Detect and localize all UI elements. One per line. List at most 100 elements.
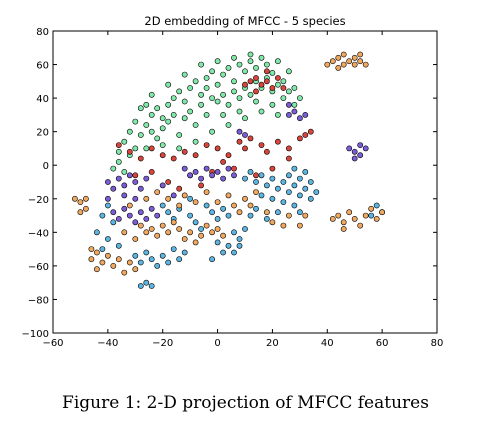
scatter-point <box>126 148 133 155</box>
scatter-point <box>302 132 309 138</box>
scatter-point <box>274 209 281 216</box>
scatter-point <box>110 165 117 172</box>
scatter-point <box>154 262 161 269</box>
scatter-point <box>368 212 375 219</box>
scatter-point <box>242 175 248 182</box>
scatter-point <box>362 61 369 68</box>
scatter-point <box>192 239 199 246</box>
scatter-point <box>148 226 155 232</box>
scatter-point <box>231 165 237 172</box>
scatter-point <box>231 229 237 236</box>
scatter-point <box>198 61 204 68</box>
x-tick-label: 20 <box>266 338 279 349</box>
scatter-point <box>340 51 347 58</box>
scatter-point <box>225 212 232 219</box>
scatter-point <box>291 202 298 209</box>
x-tick-label: 60 <box>376 338 389 349</box>
scatter-point <box>143 101 150 108</box>
scatter-point <box>115 148 122 155</box>
scatter-point <box>285 189 292 195</box>
scatter-point <box>329 215 336 222</box>
scatter-point <box>242 115 248 122</box>
scatter-point <box>132 195 139 202</box>
scatter-point <box>253 65 259 71</box>
scatter-point <box>176 256 183 263</box>
scatter-point <box>187 85 193 91</box>
scatter-point <box>258 108 265 115</box>
scatter-point <box>176 226 183 232</box>
scatter-point <box>280 95 287 101</box>
scatter-point <box>148 112 155 118</box>
scatter-point <box>192 168 199 175</box>
scatter-point <box>274 58 281 65</box>
scatter-point <box>351 215 358 222</box>
scatter-point <box>105 252 111 259</box>
scatter-point <box>137 132 144 138</box>
scatter-point <box>263 78 270 85</box>
scatter-point <box>307 128 314 135</box>
scatter-point <box>236 95 243 101</box>
scatter-point <box>181 249 188 256</box>
scatter-point <box>225 122 232 128</box>
scatter-point <box>115 242 122 249</box>
scatter-point <box>148 91 155 98</box>
scatter-point <box>269 70 276 76</box>
scatter-point <box>225 165 232 172</box>
scatter-point <box>220 71 226 78</box>
scatter-point <box>203 112 210 118</box>
scatter-point <box>263 209 270 216</box>
scatter-point <box>291 101 298 108</box>
scatter-point <box>214 81 221 88</box>
scatter-point <box>132 118 139 125</box>
scatter-point <box>362 145 369 152</box>
scatter-point <box>335 65 342 71</box>
scatter-point <box>143 279 150 286</box>
scatter-point <box>209 256 215 263</box>
scatter-point <box>357 152 364 159</box>
scatter-point <box>105 202 111 209</box>
scatter-point <box>170 246 177 252</box>
y-tick-label: 20 <box>36 128 49 139</box>
scatter-point <box>231 249 237 256</box>
y-tick-label: −80 <box>28 295 49 306</box>
scatter-point <box>269 101 276 108</box>
scatter-point <box>165 229 172 236</box>
y-tick-label: 40 <box>36 94 49 105</box>
scatter-point <box>159 222 166 229</box>
scatter-point <box>313 189 320 195</box>
x-tick-label: −40 <box>97 338 118 349</box>
scatter-point <box>296 95 303 101</box>
scatter-point <box>324 61 331 68</box>
scatter-point <box>148 128 155 135</box>
scatter-point <box>247 202 254 209</box>
scatter-point <box>115 142 122 148</box>
scatter-point <box>340 219 347 226</box>
axis-ticks: −60 −40 −20 0 20 40 60 80 −100 −80 −60 −40 −20 0 20 40 6… <box>22 27 444 349</box>
scatter-point <box>94 249 100 256</box>
scatter-point <box>143 229 150 236</box>
scatter-point <box>253 179 259 185</box>
scatter-point <box>192 199 199 205</box>
scatter-point <box>154 105 161 112</box>
scatter-point <box>209 172 215 179</box>
scatter-point <box>187 212 193 219</box>
scatter-point <box>148 205 155 212</box>
scatter-point <box>203 85 210 91</box>
scatter-point <box>280 85 287 91</box>
scatter-point <box>132 179 139 185</box>
scatter-point <box>220 158 226 165</box>
scatter-point <box>302 112 309 118</box>
scatter-point <box>242 81 248 88</box>
scatter-point <box>220 205 226 212</box>
scatter-point <box>231 78 237 85</box>
scatter-point <box>236 128 243 135</box>
scatter-point <box>247 78 254 85</box>
scatter-point <box>247 91 254 98</box>
scatter-point <box>137 105 144 112</box>
scatter-point <box>121 205 128 212</box>
scatter-point <box>121 138 128 145</box>
scatter-point <box>181 236 188 242</box>
scatter-point <box>236 209 243 216</box>
scatter-point <box>231 88 237 95</box>
